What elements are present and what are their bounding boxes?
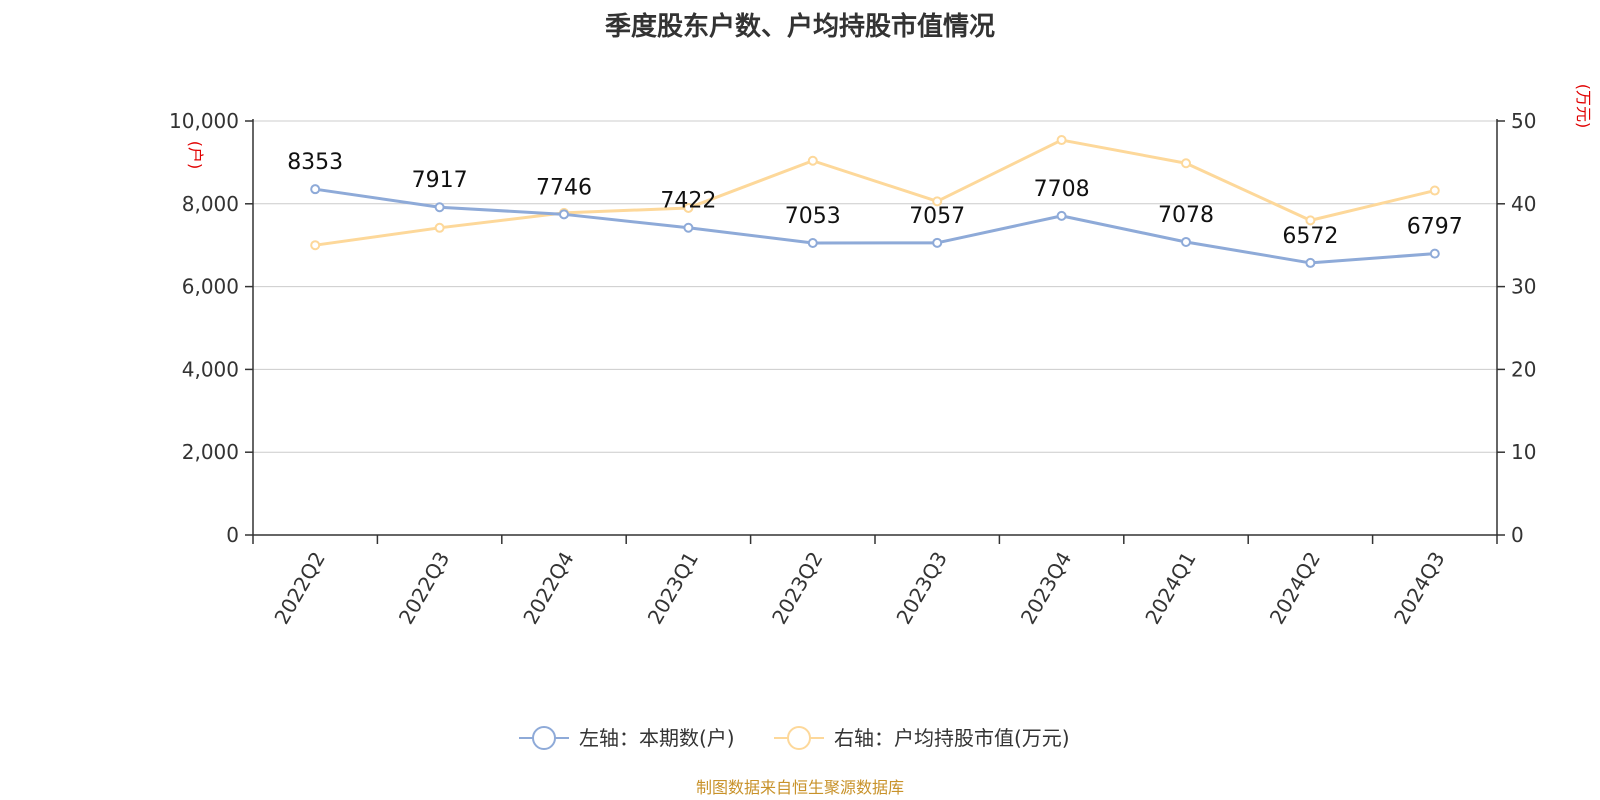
legend-label: 左轴：本期数(户)	[579, 726, 735, 750]
legend-label: 右轴：户均持股市值(万元)	[834, 726, 1070, 750]
y-right-unit-label: (万元)	[1574, 84, 1593, 129]
data-point-left	[1429, 248, 1440, 259]
data-label: 6572	[1282, 224, 1338, 249]
data-label: 7917	[412, 168, 468, 193]
y-left-tick-label: 6,000	[182, 275, 239, 299]
data-point-left	[559, 209, 569, 220]
data-point-right	[683, 202, 694, 213]
y-left-tick-label: 10,000	[169, 109, 239, 133]
data-point-left	[1056, 210, 1067, 221]
y-left-tick-label: 0	[226, 523, 239, 547]
data-point-right	[1181, 158, 1191, 169]
x-tick-label: 2023Q4	[1016, 548, 1076, 629]
data-label: 6797	[1407, 215, 1463, 240]
x-tick-label: 2023Q1	[643, 548, 703, 629]
x-tick-label: 2024Q3	[1389, 548, 1449, 629]
x-tick-label: 2024Q1	[1140, 548, 1200, 629]
grid-layer	[253, 120, 1497, 453]
y-right-tick-label: 30	[1511, 275, 1536, 299]
source-text: 制图数据来自恒生聚源数据库	[695, 778, 904, 797]
series-line-right	[314, 138, 1436, 247]
data-point-left	[1181, 236, 1191, 247]
y-right-tick-label: 50	[1511, 109, 1536, 133]
y-right-tick-label: 10	[1511, 440, 1536, 464]
data-point-right	[1056, 135, 1067, 146]
legend-item-left: 左轴：本期数(户)	[519, 726, 735, 750]
y-right-tick-label: 40	[1511, 192, 1536, 216]
y-left-unit-label: (户)	[186, 141, 205, 170]
label-layer: 8353 7917 7746 7422 7053 7057 7708 7078 6572 6797	[287, 150, 1463, 249]
data-label: 8353	[287, 150, 343, 175]
data-point-left	[1305, 257, 1316, 268]
series-line-left	[314, 187, 1435, 265]
data-point-left	[932, 237, 943, 248]
data-point-right	[1429, 185, 1440, 196]
data-point-right	[932, 196, 943, 207]
data-point-left	[434, 202, 445, 213]
x-tick-label: 2022Q4	[518, 548, 578, 629]
y-left-tick-label: 2,000	[182, 440, 239, 464]
data-point-right	[434, 222, 445, 233]
series-layer	[310, 135, 1440, 268]
x-tick-label: 2023Q3	[891, 548, 951, 629]
data-label: 7708	[1034, 177, 1090, 202]
data-label: 7422	[660, 189, 716, 214]
data-point-left	[807, 238, 818, 249]
legend-item-right: 右轴：户均持股市值(万元)	[774, 726, 1070, 750]
data-label: 7053	[785, 204, 841, 229]
data-point-right	[310, 240, 321, 251]
legend-layer: 左轴：本期数(户) 右轴：户均持股市值(万元)	[519, 726, 1070, 750]
x-tick-label: 2024Q2	[1265, 548, 1325, 629]
x-tick-label: 2023Q2	[767, 548, 827, 629]
data-label: 7746	[536, 175, 592, 200]
y-right-tick-label: 0	[1511, 523, 1524, 547]
axis-layer: 0 2,000 4,000 6,000 8,000 10,000 0 10 20 30 40 50 20…	[169, 84, 1593, 628]
legend-marker	[787, 726, 811, 750]
y-right-tick-label: 20	[1511, 357, 1536, 381]
data-point-right	[1305, 215, 1316, 226]
chart-title: 季度股东户数、户均持股市值情况	[604, 12, 995, 42]
data-label: 7078	[1158, 203, 1214, 228]
data-label: 7057	[909, 204, 965, 229]
y-left-tick-label: 4,000	[182, 357, 239, 381]
x-tick-label: 2022Q2	[269, 548, 329, 629]
data-point-left	[310, 184, 321, 195]
data-point-right	[807, 155, 818, 166]
legend-marker	[532, 726, 556, 750]
x-tick-label: 2022Q3	[394, 548, 454, 629]
y-left-tick-label: 8,000	[182, 192, 239, 216]
data-point-left	[683, 222, 694, 233]
